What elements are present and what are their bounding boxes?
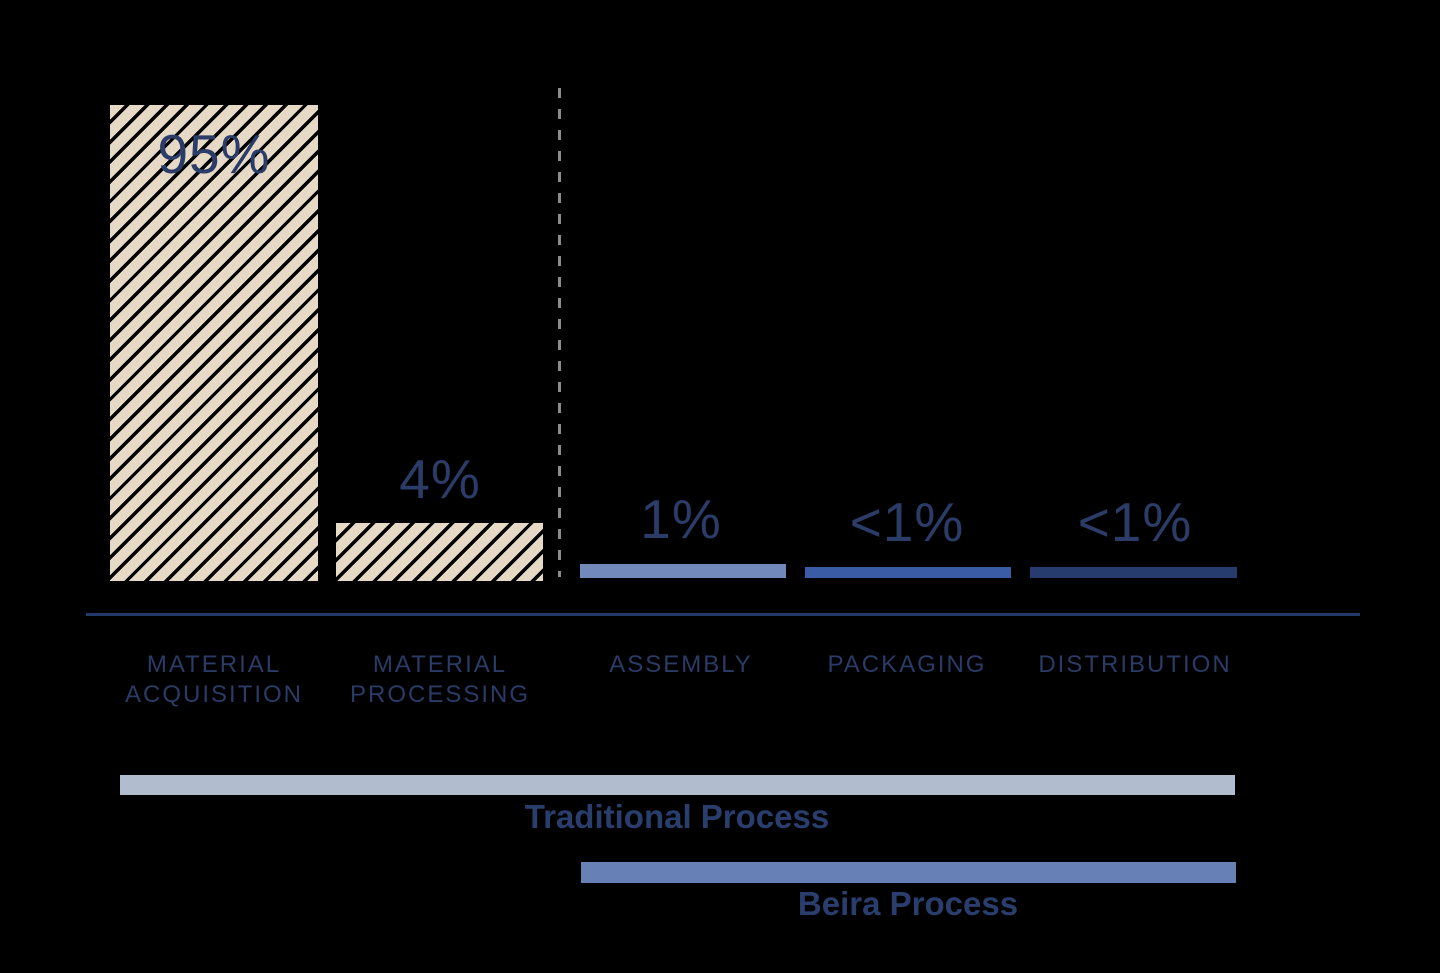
traditional-process-label: Traditional Process bbox=[524, 798, 830, 835]
category-label-assembly: ASSEMBLY bbox=[609, 651, 753, 678]
bar-distribution bbox=[1030, 567, 1237, 578]
bar-material-processing bbox=[336, 523, 543, 581]
category-label-material-processing: MATERIAL PROCESSING bbox=[349, 651, 531, 708]
value-label-material-acquisition: 95% bbox=[157, 123, 271, 185]
traditional-process-span-bar bbox=[120, 775, 1235, 795]
value-label-packaging: <1% bbox=[849, 491, 965, 553]
value-label-material-processing: 4% bbox=[399, 448, 481, 510]
category-label-packaging: PACKAGING bbox=[827, 651, 987, 678]
category-label-material-acquisition: MATERIAL ACQUISITION bbox=[124, 651, 303, 708]
bar-packaging bbox=[805, 567, 1011, 578]
category-label-distribution: DISTRIBUTION bbox=[1038, 651, 1232, 678]
x-axis-line bbox=[86, 613, 1360, 616]
beira-process-span-bar bbox=[581, 862, 1236, 883]
bar-material-acquisition: 95% bbox=[110, 105, 318, 581]
bar-assembly bbox=[580, 564, 786, 578]
value-label-assembly: 1% bbox=[640, 488, 722, 550]
process-divider-dashed-line bbox=[558, 88, 561, 577]
value-label-distribution: <1% bbox=[1077, 491, 1193, 553]
beira-process-label: Beira Process bbox=[797, 885, 1019, 922]
